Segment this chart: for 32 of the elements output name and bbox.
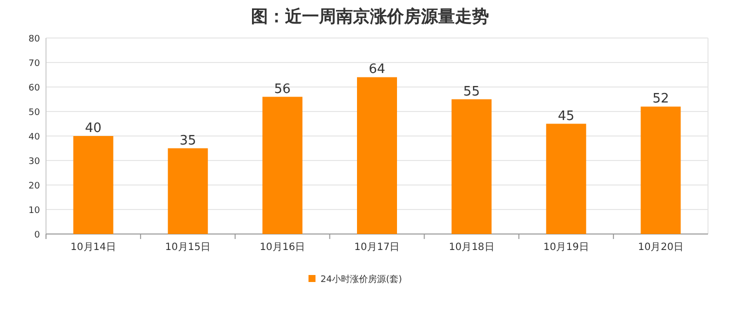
y-tick-label: 70 [28,59,40,69]
x-tick-label: 10月16日 [260,242,306,253]
y-tick-label: 30 [28,157,40,167]
bar [640,106,681,234]
data-label: 52 [652,92,669,107]
bar [168,148,208,234]
bar [357,77,397,234]
x-tick-label: 10月19日 [543,242,589,253]
y-tick-label: 40 [28,132,40,142]
y-tick-label: 20 [28,182,40,192]
bar [546,124,586,234]
legend-label: 24小时涨价房源(套) [320,274,402,285]
y-tick-label: 60 [28,84,40,94]
bar [73,136,114,234]
bar [262,96,302,234]
data-label: 40 [85,121,102,136]
data-label: 64 [368,62,386,78]
data-label: 45 [558,108,574,124]
data-label: 35 [180,133,196,148]
x-tick-label: 10月17日 [354,242,400,253]
x-tick-label: 10月18日 [448,242,494,253]
y-tick-label: 50 [28,108,40,118]
x-tick-label: 10月20日 [638,242,684,253]
y-tick-label: 0 [34,230,40,240]
bar [452,99,492,234]
chart-title: 图：近一周南京涨价房源量走势 [251,7,489,27]
x-tick-label: 10月14日 [70,242,116,253]
data-label: 56 [274,82,291,97]
x-tick-label: 10月15日 [165,242,211,253]
y-tick-label: 80 [28,34,40,44]
data-label: 55 [463,84,480,100]
y-tick-label: 10 [28,206,40,216]
